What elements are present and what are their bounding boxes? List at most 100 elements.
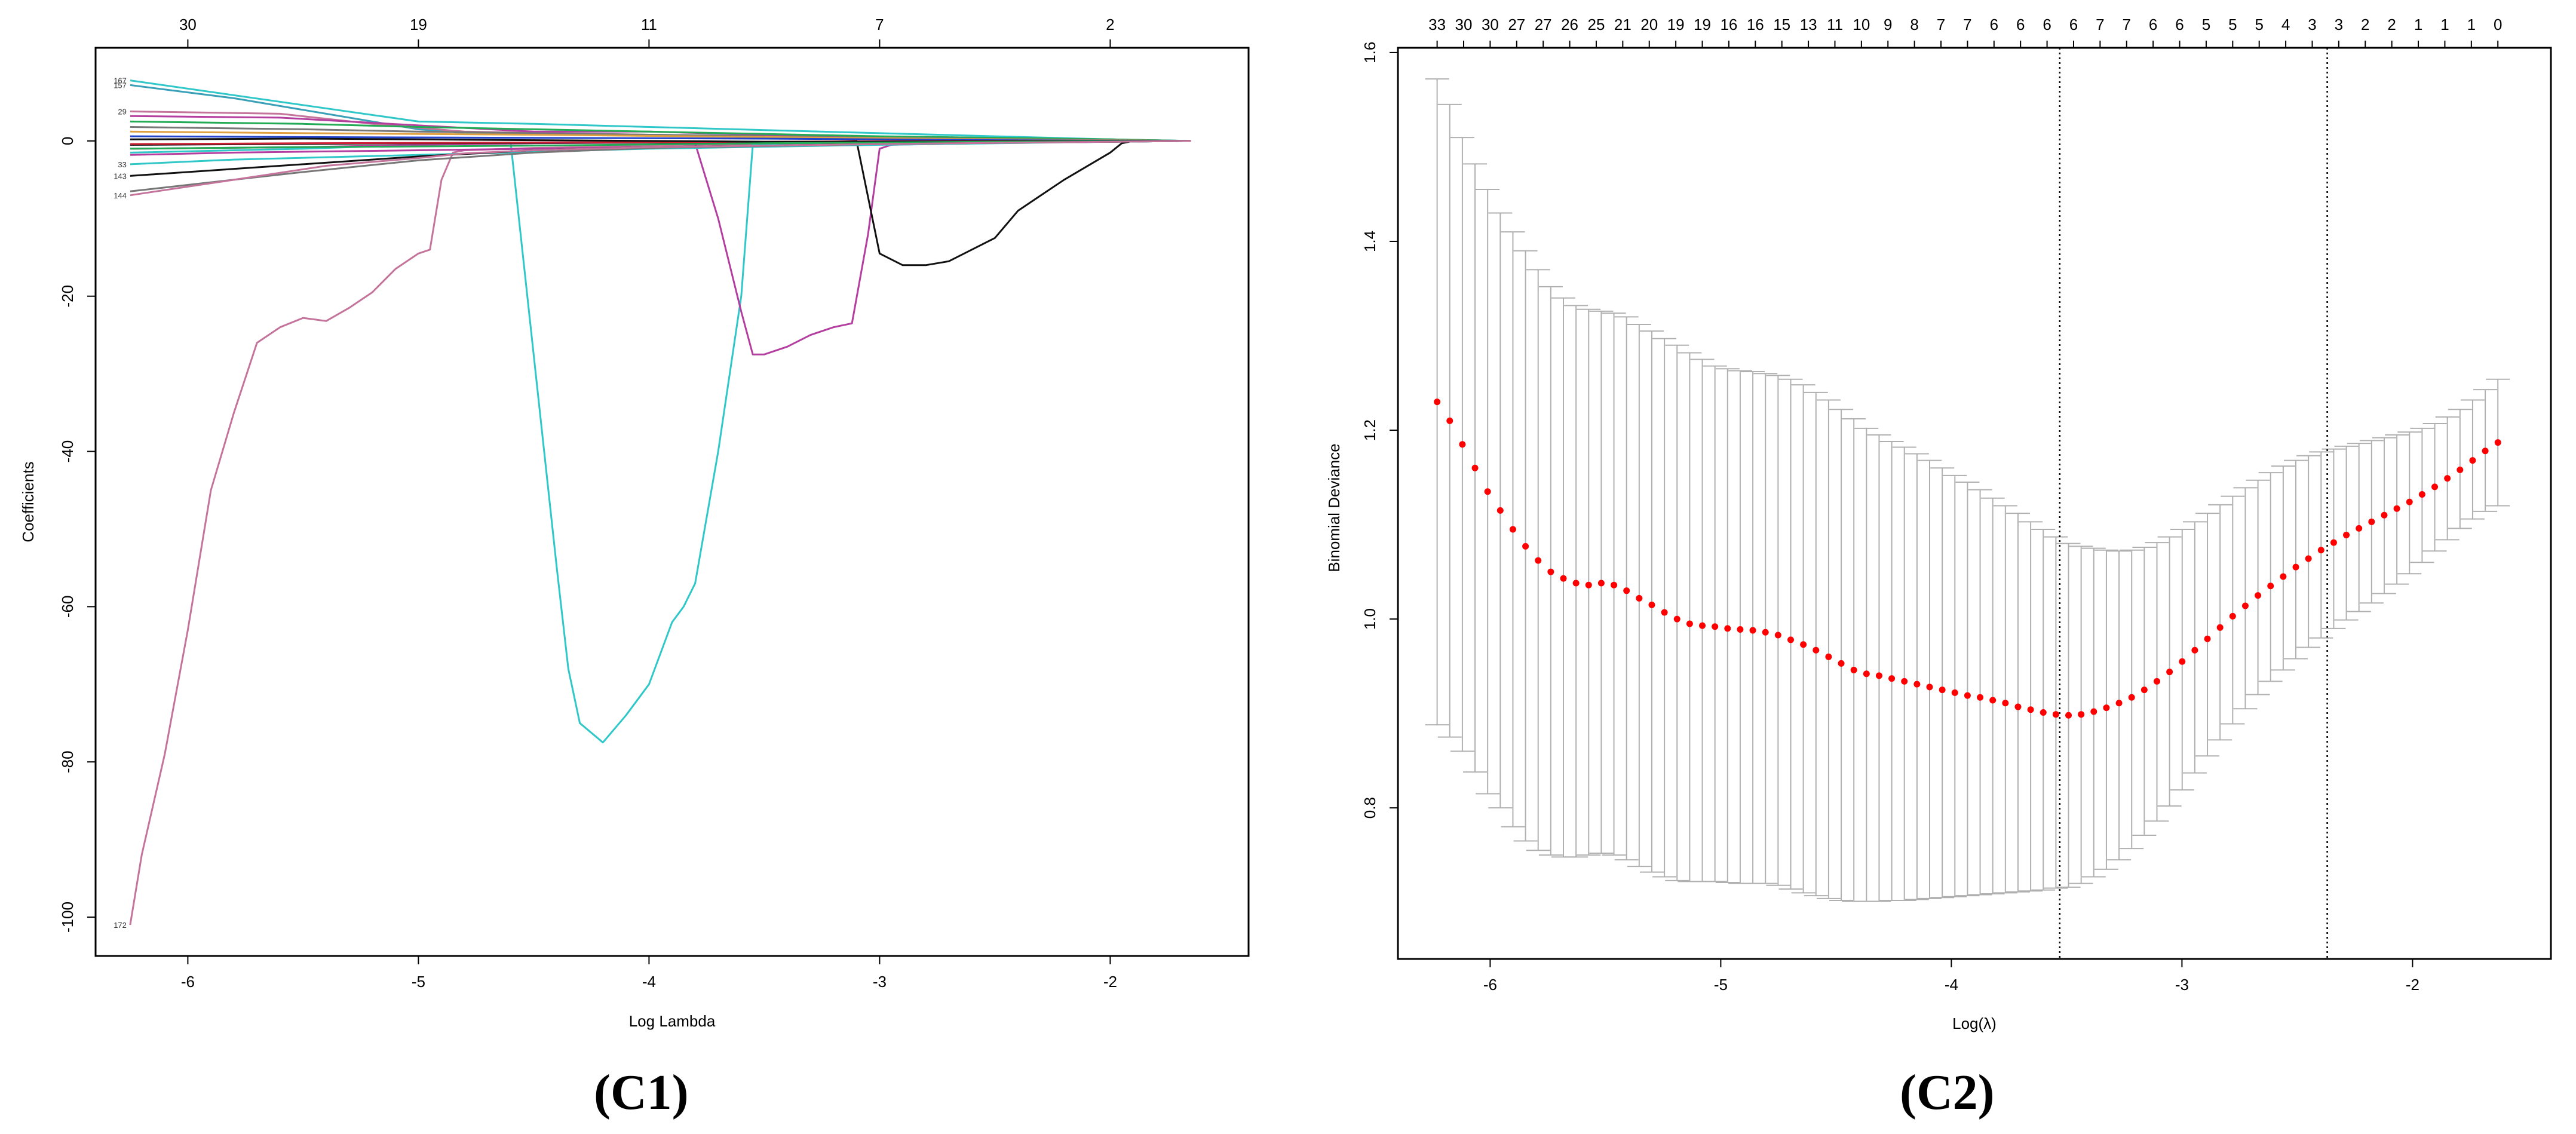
- c1-y-tick-label: -40: [59, 440, 76, 463]
- c2-point: [2090, 708, 2097, 715]
- c2-top-tick-label: 27: [1508, 16, 1525, 33]
- c2-point: [2229, 612, 2236, 620]
- c2-point: [2115, 700, 2123, 707]
- c2-point: [2255, 592, 2262, 599]
- c2-point: [2128, 694, 2135, 701]
- c2-point: [1850, 666, 1857, 673]
- c2-top-tick-label: 27: [1535, 16, 1552, 33]
- c2-point: [2343, 531, 2350, 538]
- c2-top-axis: 33 30 30 27 27 26 25 21 20 19 19 16 16 15 13 11 10 9 8 7 7 6 6…: [1428, 16, 2502, 48]
- c2-point: [1535, 557, 1542, 564]
- c2-point: [2179, 658, 2186, 665]
- c2-point: [2444, 475, 2451, 482]
- c2-top-tick-label: 16: [1720, 16, 1737, 33]
- c2-point: [1774, 632, 1781, 639]
- c1-coefficient-line: [130, 140, 1191, 150]
- c2-top-tick-label: 2: [2361, 16, 2369, 33]
- c1-top-axis: 30 19 11 7 2: [179, 16, 1115, 48]
- c1-series-label: 172: [114, 921, 127, 930]
- c1-coefficient-line: [130, 140, 1191, 744]
- panel-c2: -6 -5 -4 -3 -2 0.81.01.21.41.6 33 30 30 27 27 26 2…: [1325, 16, 2552, 1032]
- c2-point: [2280, 573, 2287, 580]
- c2-top-tick-label: 20: [1640, 16, 1658, 33]
- c2-top-tick-label: 11: [1827, 16, 1843, 33]
- c2-point: [1787, 636, 1794, 643]
- c2-point: [1547, 568, 1554, 575]
- c2-point: [1901, 678, 1908, 685]
- c2-top-tick-label: 1: [2440, 16, 2449, 33]
- c1-y-tick-label: -100: [59, 902, 76, 933]
- c1-y-tick-label: 0: [59, 137, 76, 145]
- c2-point: [1434, 399, 1441, 406]
- c2-point: [1762, 629, 1769, 636]
- c2-top-tick-label: 6: [1990, 16, 1998, 33]
- c2-point: [1661, 609, 1668, 616]
- c1-x-tick-label: -2: [1103, 973, 1117, 991]
- c1-x-tick-label: -5: [412, 973, 425, 991]
- c2-x-tick-label: -2: [2406, 976, 2419, 994]
- c2-top-tick-label: 3: [2335, 16, 2343, 33]
- c2-point: [1875, 672, 1882, 679]
- c2-point: [1686, 620, 1693, 627]
- c2-point: [2406, 498, 2413, 505]
- c2-point: [2457, 466, 2464, 473]
- c2-x-tick-label: -4: [1945, 976, 1958, 994]
- c1-x-tick-label: -6: [181, 973, 195, 991]
- c1-x-axis: -6 -5 -4 -3 -2: [181, 956, 1117, 991]
- c2-point: [1484, 488, 1491, 495]
- c2-point: [1888, 675, 1896, 682]
- c1-series-label: 144: [114, 191, 127, 200]
- c2-x-axis: -6 -5 -4 -3 -2: [1483, 959, 2419, 994]
- c2-point: [1572, 580, 1580, 587]
- c2-reference-lines: [2059, 48, 2328, 959]
- c2-top-tick-label: 2: [2387, 16, 2396, 33]
- c2-point: [1737, 626, 1744, 633]
- c2-top-tick-label: 7: [1963, 16, 1971, 33]
- c2-point: [1446, 417, 1453, 424]
- c2-point: [2494, 439, 2501, 446]
- c2-top-tick-label: 3: [2308, 16, 2316, 33]
- c1-top-tick-label: 30: [179, 16, 197, 33]
- c2-point: [1712, 623, 1719, 630]
- c2-top-tick-label: 19: [1694, 16, 1711, 33]
- c2-point: [2103, 704, 2110, 712]
- c2-y-tick-label: 1.4: [1361, 231, 1379, 252]
- c2-point: [2065, 712, 2072, 719]
- c2-point: [2330, 539, 2337, 546]
- c1-x-tick-label: -3: [873, 973, 887, 991]
- c1-x-tick-label: -4: [642, 973, 656, 991]
- c2-point: [1648, 601, 1655, 608]
- panel-c1: -6 -5 -4 -3 -2 -100 -80 -60 -40 -20 0 30 19 11 7 2 17…: [19, 16, 1250, 1030]
- c2-point: [2431, 483, 2439, 491]
- c2-point: [2153, 678, 2160, 685]
- c2-point: [1699, 622, 1706, 629]
- c2-point: [2140, 686, 2148, 694]
- c1-top-tick-label: 2: [1106, 16, 1114, 33]
- c2-point: [2166, 669, 2173, 676]
- c2-point: [1636, 594, 1643, 602]
- c1-plot-frame: [94, 47, 1250, 957]
- c1-top-tick-label: 11: [641, 16, 657, 33]
- c2-top-tick-label: 1: [2414, 16, 2422, 33]
- c2-point: [1813, 646, 1820, 654]
- c2-point: [1611, 581, 1618, 589]
- c1-top-tick-label: 7: [875, 16, 884, 33]
- c2-point: [2317, 547, 2324, 554]
- c2-point: [1623, 587, 1630, 594]
- c2-point: [2216, 624, 2224, 631]
- c2-point: [1926, 684, 1933, 691]
- c1-series-label: 167: [114, 76, 127, 85]
- c1-y-axis-label: Coefficients: [19, 461, 37, 542]
- c2-point: [1724, 625, 1731, 632]
- c2-y-tick-label: 1.6: [1361, 42, 1379, 63]
- c2-point: [2381, 511, 2388, 519]
- c2-y-tick-label: 1.0: [1361, 608, 1379, 630]
- c2-point: [2241, 602, 2249, 609]
- c2-point: [2002, 700, 2009, 707]
- c2-top-tick-label: 6: [2175, 16, 2184, 33]
- c2-top-tick-label: 8: [1910, 16, 1918, 33]
- c2-top-tick-label: 19: [1667, 16, 1685, 33]
- c1-x-axis-label: Log Lambda: [629, 1012, 716, 1030]
- c2-point: [1977, 694, 1984, 701]
- c2-point: [1939, 686, 1946, 694]
